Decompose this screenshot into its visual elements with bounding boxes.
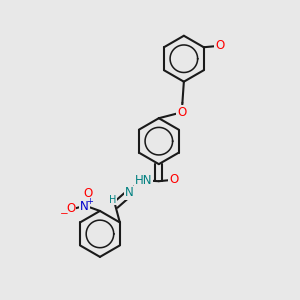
Text: O: O xyxy=(66,202,75,215)
Text: O: O xyxy=(177,106,186,119)
Text: O: O xyxy=(169,173,178,186)
Text: O: O xyxy=(215,39,225,52)
Text: +: + xyxy=(86,197,93,206)
Text: N: N xyxy=(80,200,89,213)
Text: O: O xyxy=(83,187,92,200)
Text: N: N xyxy=(125,187,134,200)
Text: H: H xyxy=(109,195,117,205)
Text: −: − xyxy=(60,208,69,219)
Text: HN: HN xyxy=(135,174,152,187)
